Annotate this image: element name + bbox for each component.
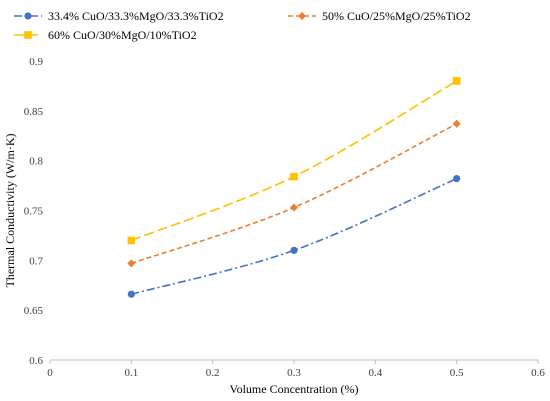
series-line [131,123,458,265]
y-tick-label: 0.75 [24,206,44,218]
x-tick-label: 0.6 [531,367,545,379]
y-axis-title: Thermal Conductivity (W/m·K) [3,134,17,288]
legend-label: 33.4% CuO/33.3%MgO/33.3%TiO2 [48,9,224,23]
data-point-square [127,236,136,245]
data-point-diamond [298,12,306,20]
data-point-circle [453,175,461,183]
y-tick-label: 0.6 [29,355,43,367]
data-point-diamond [127,259,136,268]
data-point-square [24,31,32,39]
x-tick-label: 0.2 [206,367,220,379]
y-tick-label: 0.8 [29,156,43,168]
legend-label: 60% CuO/30%MgO/10%TiO2 [48,28,197,42]
x-axis-title: Volume Concentration (%) [229,382,358,396]
data-point-circle [290,246,298,254]
legend-item: 50% CuO/25%MgO/25%TiO2 [288,9,471,23]
x-tick-label: 0.5 [450,367,464,379]
y-tick-label: 0.7 [29,255,43,267]
series-layer [127,77,461,298]
data-point-circle [24,12,32,20]
data-point-circle [127,290,135,298]
y-tick-label: 0.9 [29,56,43,68]
series-line [131,177,457,295]
axes: 0 0.1 0.2 0.3 0.4 0.5 0.6 0.6 0.65 0.7 0.75 0.8 0.85… [24,56,546,379]
x-tick-label: 0.3 [287,367,301,379]
series-2 [127,119,461,268]
data-point-diamond [452,119,461,128]
data-point-square [290,172,298,181]
y-tick-label: 0.85 [24,106,44,118]
series-line [131,80,458,242]
data-point-square [452,77,461,85]
legend-label: 50% CuO/25%MgO/25%TiO2 [322,9,471,23]
legend: 33.4% CuO/33.3%MgO/33.3%TiO2 50% CuO/25%M… [14,9,471,42]
legend-item: 60% CuO/30%MgO/10%TiO2 [14,28,197,42]
series-1 [127,175,461,298]
series-3 [127,77,461,245]
x-tick-label: 0.1 [124,367,138,379]
legend-item: 33.4% CuO/33.3%MgO/33.3%TiO2 [14,9,224,23]
data-point-diamond [290,203,298,212]
y-tick-label: 0.65 [24,305,44,317]
x-tick-label: 0.4 [368,367,382,379]
x-tick-label: 0 [47,367,53,379]
